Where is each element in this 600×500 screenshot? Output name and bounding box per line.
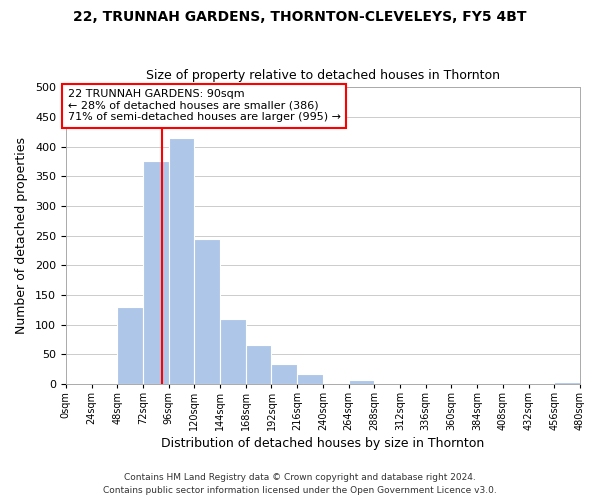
Bar <box>169 138 194 384</box>
Title: Size of property relative to detached houses in Thornton: Size of property relative to detached ho… <box>146 69 500 82</box>
Y-axis label: Number of detached properties: Number of detached properties <box>15 137 28 334</box>
Bar <box>117 307 143 384</box>
Bar <box>554 382 580 384</box>
Bar <box>349 380 374 384</box>
Bar <box>194 238 220 384</box>
Bar <box>143 162 169 384</box>
X-axis label: Distribution of detached houses by size in Thornton: Distribution of detached houses by size … <box>161 437 485 450</box>
Text: Contains HM Land Registry data © Crown copyright and database right 2024.
Contai: Contains HM Land Registry data © Crown c… <box>103 474 497 495</box>
Bar <box>246 346 271 384</box>
Bar <box>220 318 246 384</box>
Bar <box>271 364 297 384</box>
Text: 22, TRUNNAH GARDENS, THORNTON-CLEVELEYS, FY5 4BT: 22, TRUNNAH GARDENS, THORNTON-CLEVELEYS,… <box>73 10 527 24</box>
Text: 22 TRUNNAH GARDENS: 90sqm
← 28% of detached houses are smaller (386)
71% of semi: 22 TRUNNAH GARDENS: 90sqm ← 28% of detac… <box>68 89 341 122</box>
Bar <box>297 374 323 384</box>
